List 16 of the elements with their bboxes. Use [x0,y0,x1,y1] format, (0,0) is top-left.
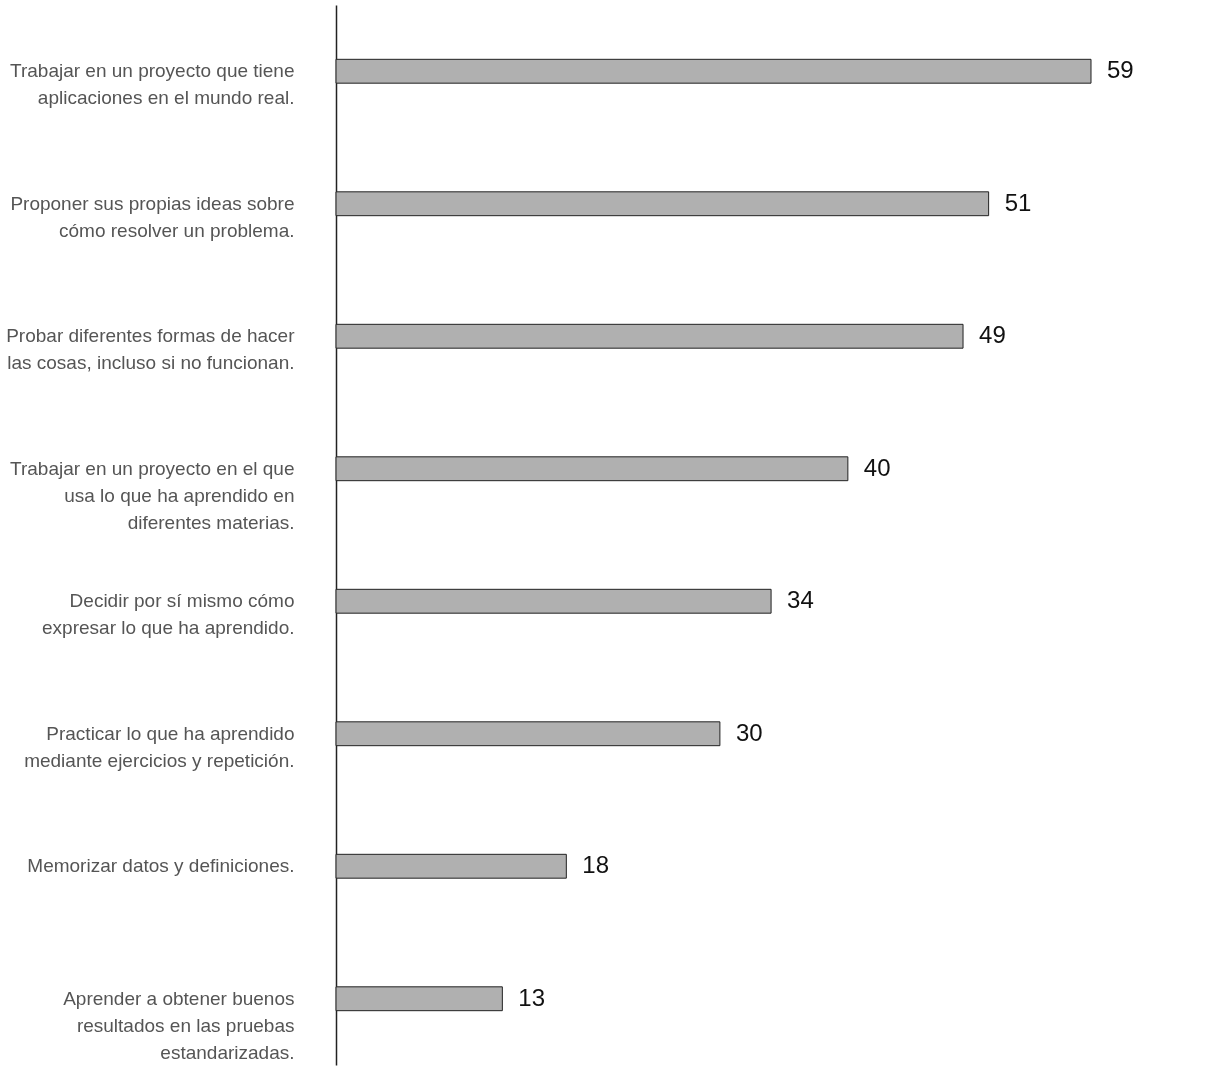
data-label: 40 [863,453,891,481]
data-label: 18 [582,851,610,879]
data-label: 34 [787,586,814,614]
y-tick-label: Trabajar en un proyecto en el que usa lo que ha aprendido en diferentes materias. [10,457,295,533]
y-tick-label: Memorizar datos y definiciones. [27,855,295,877]
data-label: 13 [518,983,546,1011]
y-tick-label: Trabajar en un proyecto que tiene aplicaciones en el mundo real. [10,60,295,109]
y-tick-label: Probar diferentes formas de hacer las cosas, incluso si no funcionan. [6,325,296,374]
data-label: 30 [735,718,763,746]
y-tick-label: Proponer sus propias ideas sobre cómo resolver un problema. [10,192,295,241]
y-tick-label: Practicar lo que ha aprendido mediante ejercicios y repetición. [24,722,295,771]
data-label: 49 [979,321,1006,349]
data-label: 51 [1004,188,1032,216]
y-tick-label: Aprender a obtener buenos resultados en las pruebas estandarizadas. [63,987,295,1063]
data-label: 59 [1107,56,1134,84]
y-tick-label: Decidir por sí mismo cómo expresar lo que ha aprendido. [42,590,295,639]
